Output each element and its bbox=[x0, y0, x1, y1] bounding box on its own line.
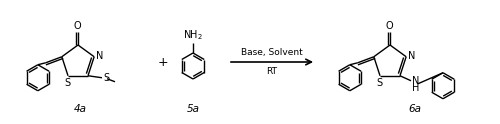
Text: S: S bbox=[376, 78, 382, 88]
Text: S: S bbox=[64, 78, 70, 88]
Text: O: O bbox=[73, 21, 81, 31]
Text: +: + bbox=[158, 56, 168, 68]
Text: N: N bbox=[412, 76, 420, 86]
Text: H: H bbox=[412, 83, 420, 93]
Text: Base, Solvent: Base, Solvent bbox=[241, 48, 303, 57]
Text: 6a: 6a bbox=[408, 104, 422, 114]
Text: N: N bbox=[96, 51, 104, 61]
Text: 5a: 5a bbox=[186, 104, 200, 114]
Text: N: N bbox=[408, 51, 416, 61]
Text: S: S bbox=[103, 73, 109, 83]
Text: O: O bbox=[385, 21, 393, 31]
Text: NH$_2$: NH$_2$ bbox=[183, 28, 203, 42]
Text: RT: RT bbox=[266, 67, 278, 76]
Text: 4a: 4a bbox=[74, 104, 86, 114]
